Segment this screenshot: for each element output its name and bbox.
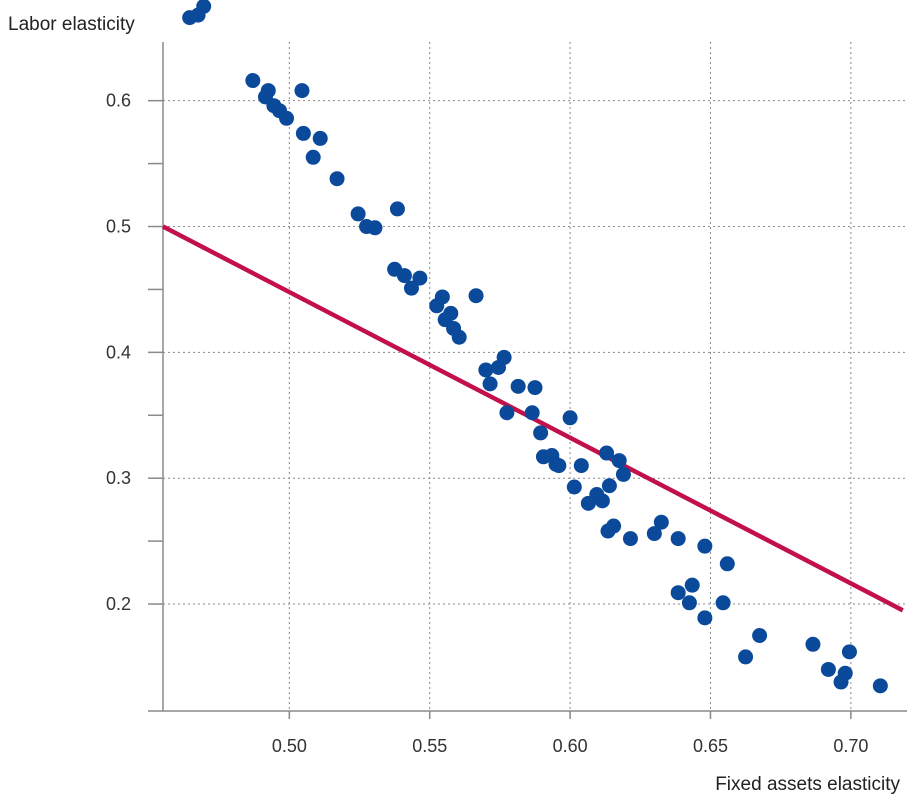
data-point bbox=[294, 83, 310, 99]
data-point bbox=[260, 83, 276, 99]
data-point bbox=[837, 665, 853, 681]
data-point bbox=[697, 610, 713, 626]
x-tick-label: 0.70 bbox=[833, 736, 868, 756]
data-point bbox=[305, 149, 321, 165]
data-point bbox=[697, 538, 713, 554]
axes bbox=[148, 42, 907, 712]
data-point bbox=[196, 0, 212, 14]
data-point bbox=[615, 466, 631, 482]
data-point bbox=[510, 378, 526, 394]
data-point bbox=[367, 220, 383, 236]
data-point bbox=[684, 577, 700, 593]
y-tick-label: 0.2 bbox=[106, 594, 131, 614]
y-tick-label: 0.5 bbox=[106, 217, 131, 237]
grid-lines bbox=[163, 42, 907, 711]
data-point bbox=[681, 595, 697, 611]
tick-labels: 0.50 0.55 0.60 0.65 0.70 0.2 0.3 0.4 0.5 0.6 bbox=[106, 91, 868, 756]
data-point bbox=[443, 305, 459, 321]
x-tick-label: 0.50 bbox=[272, 736, 307, 756]
data-point bbox=[396, 268, 412, 284]
y-tick-label: 0.4 bbox=[106, 342, 131, 362]
data-point bbox=[622, 531, 638, 547]
data-point bbox=[611, 453, 627, 469]
data-point bbox=[670, 531, 686, 547]
data-point bbox=[594, 493, 610, 509]
x-tick-label: 0.55 bbox=[412, 736, 447, 756]
y-tick-label: 0.6 bbox=[106, 91, 131, 111]
data-points bbox=[182, 0, 888, 694]
x-tick-label: 0.65 bbox=[693, 736, 728, 756]
data-point bbox=[738, 649, 754, 665]
data-point bbox=[389, 201, 405, 217]
data-point bbox=[403, 280, 419, 296]
data-point bbox=[573, 458, 589, 474]
data-point bbox=[312, 130, 328, 146]
data-point bbox=[872, 678, 888, 694]
x-tick-label: 0.60 bbox=[553, 736, 588, 756]
data-point bbox=[841, 644, 857, 660]
data-point bbox=[499, 405, 515, 421]
data-point bbox=[434, 289, 450, 305]
data-point bbox=[606, 518, 622, 534]
data-point bbox=[295, 125, 311, 141]
x-axis-title: Fixed assets elasticity bbox=[715, 774, 900, 795]
data-point bbox=[245, 73, 261, 89]
data-point bbox=[719, 556, 735, 572]
data-point bbox=[533, 425, 549, 441]
data-point bbox=[670, 585, 686, 601]
data-point bbox=[524, 405, 540, 421]
data-point bbox=[478, 362, 494, 378]
data-point bbox=[482, 376, 498, 392]
data-point bbox=[451, 329, 467, 345]
y-tick-label: 0.3 bbox=[106, 468, 131, 488]
data-point bbox=[350, 206, 366, 222]
data-point bbox=[412, 270, 428, 286]
data-point bbox=[562, 410, 578, 426]
data-point bbox=[468, 288, 484, 304]
y-axis-title: Labor elasticity bbox=[8, 14, 135, 35]
data-point bbox=[496, 349, 512, 365]
data-point bbox=[805, 636, 821, 652]
data-point bbox=[646, 526, 662, 542]
data-point bbox=[279, 110, 295, 126]
data-point bbox=[329, 171, 345, 187]
data-point bbox=[527, 380, 543, 396]
data-point bbox=[601, 478, 617, 494]
data-point bbox=[715, 595, 731, 611]
data-point bbox=[599, 445, 615, 461]
data-point bbox=[566, 479, 582, 495]
data-point bbox=[752, 627, 768, 643]
data-point bbox=[820, 661, 836, 677]
data-point bbox=[551, 458, 567, 474]
data-point bbox=[653, 514, 669, 530]
